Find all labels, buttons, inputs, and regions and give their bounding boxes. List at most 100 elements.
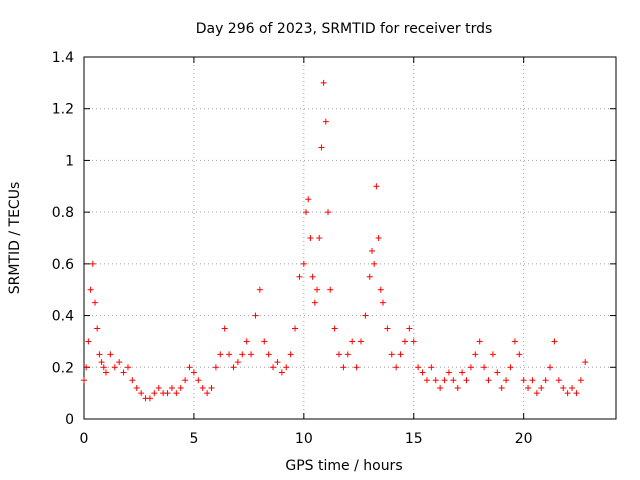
data-point (303, 209, 310, 216)
data-point (485, 377, 492, 384)
data-point (133, 384, 140, 391)
data-point (507, 364, 514, 371)
data-point (318, 144, 325, 151)
data-point (582, 359, 589, 366)
data-point (307, 235, 314, 241)
data-point (368, 247, 375, 254)
data-point (283, 364, 290, 371)
data-point (542, 377, 549, 384)
data-point (349, 338, 356, 345)
data-point (111, 364, 118, 371)
x-tick-label: 0 (80, 431, 89, 447)
data-point (261, 338, 268, 345)
data-point (331, 325, 338, 332)
data-points (81, 79, 589, 402)
data-point (199, 384, 206, 391)
data-point (476, 338, 483, 345)
data-point (89, 260, 96, 267)
data-point (366, 273, 373, 280)
data-point (98, 359, 105, 366)
data-point (336, 351, 343, 358)
data-point (129, 377, 136, 384)
data-point (564, 390, 571, 397)
data-point (384, 325, 391, 332)
data-point (151, 390, 158, 397)
data-point (243, 338, 250, 345)
data-point (419, 369, 426, 376)
data-point (428, 364, 435, 371)
data-point (116, 359, 123, 366)
data-point (516, 351, 523, 358)
data-point (208, 384, 215, 391)
data-point (410, 338, 417, 345)
data-point (573, 390, 580, 397)
data-point (309, 273, 316, 280)
x-axis: 0 5 10 15 20 (80, 57, 533, 447)
data-point (292, 325, 299, 332)
data-point (168, 384, 175, 391)
data-point (316, 235, 323, 241)
data-point (85, 338, 92, 345)
data-point (472, 351, 479, 358)
data-point (270, 364, 277, 371)
data-point (498, 384, 505, 391)
data-point (226, 351, 233, 358)
data-point (274, 359, 281, 366)
data-point (533, 390, 540, 397)
data-point (182, 377, 189, 384)
data-point (379, 299, 386, 306)
y-tick-label: 1.4 (52, 50, 74, 66)
data-point (325, 209, 332, 216)
data-point (401, 338, 408, 345)
y-tick-label: 0.6 (52, 257, 74, 273)
data-point (195, 377, 202, 384)
data-point (467, 364, 474, 371)
data-point (551, 338, 558, 345)
data-point (91, 299, 98, 306)
x-tick-label: 5 (189, 431, 198, 447)
data-point (252, 312, 259, 319)
data-point (100, 364, 107, 371)
data-point (520, 377, 527, 384)
data-point (445, 369, 452, 376)
x-axis-label: GPS time / hours (285, 458, 402, 474)
data-point (415, 364, 422, 371)
x-tick-label: 15 (405, 431, 423, 447)
chart-title: Day 296 of 2023, SRMTID for receiver trd… (196, 21, 493, 37)
data-point (388, 351, 395, 358)
data-point (362, 312, 369, 319)
data-point (322, 118, 329, 125)
data-point (511, 338, 518, 345)
y-axis: 0 0.2 0.4 0.6 0.8 1 1.2 1.4 (52, 50, 616, 428)
data-point (305, 196, 312, 203)
data-point (423, 377, 430, 384)
data-point (96, 351, 103, 358)
data-point (344, 351, 351, 358)
data-point (230, 364, 237, 371)
data-point (83, 364, 90, 371)
data-point (190, 369, 197, 376)
data-point (173, 390, 180, 397)
data-point (454, 384, 461, 391)
data-point (138, 390, 145, 397)
data-point (311, 299, 318, 306)
y-tick-label: 1.2 (52, 102, 74, 118)
grid-lines (84, 57, 616, 419)
data-point (371, 260, 378, 267)
data-point (87, 286, 94, 293)
data-point (81, 377, 87, 384)
data-point (397, 351, 404, 358)
data-point (278, 369, 285, 376)
data-point (94, 325, 101, 332)
x-tick-label: 10 (295, 431, 313, 447)
plot-frame (83, 56, 617, 420)
data-point (450, 377, 457, 384)
data-point (373, 183, 380, 190)
data-point (494, 369, 501, 376)
data-point (155, 384, 162, 391)
data-point (314, 286, 321, 293)
data-point (204, 390, 211, 397)
data-point (287, 351, 294, 358)
data-point (353, 364, 360, 371)
